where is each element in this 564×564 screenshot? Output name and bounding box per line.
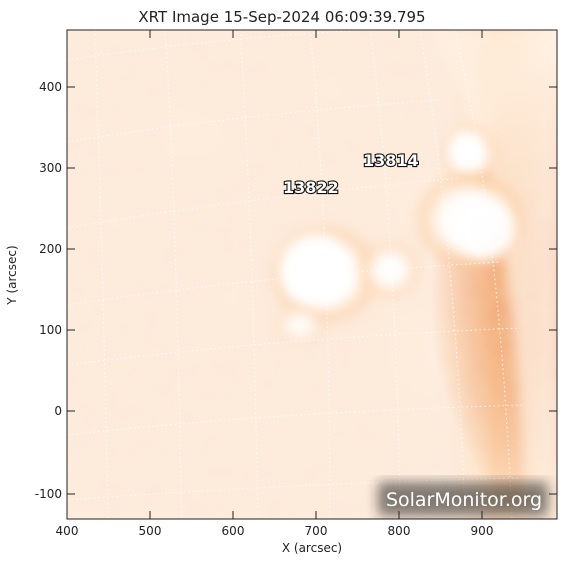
y-tick-label: 0 [54,404,62,418]
y-tick-label: 400 [39,80,62,94]
x-tick-label: 400 [56,524,79,538]
active-region-label: 13822 [283,178,339,197]
y-axis-label: Y (arcsec) [5,245,19,305]
y-tick-label: 100 [39,323,62,337]
off-limb-corona [430,30,557,519]
x-tick-label: 600 [222,524,245,538]
x-tick-label: 500 [139,524,162,538]
x-tick-labels: 400 500 600 700 800 900 [56,524,494,538]
plot-frame [66,29,558,520]
x-axis-label: X (arcsec) [282,541,342,555]
active-region-13822-emission [270,225,420,345]
x-tick-label: 800 [388,524,411,538]
active-region-label: 13814 [363,151,419,170]
heliographic-grid [67,30,526,519]
x-tick-label: 700 [305,524,328,538]
y-tick-label: -100 [35,487,62,501]
watermark: SolarMonitor.org [386,489,542,511]
x-tick-label: 900 [471,524,494,538]
solar-image: 13814 13822 SolarMonitor.org [67,30,557,519]
y-axis [67,86,557,495]
y-tick-labels: 400 300 200 100 0 -100 [35,80,62,501]
y-tick-label: 300 [39,161,62,175]
y-tick-label: 200 [39,242,62,256]
x-axis [66,30,483,519]
watermark-background [378,482,548,516]
figure-title: XRT Image 15-Sep-2024 06:09:39.795 [138,8,425,26]
